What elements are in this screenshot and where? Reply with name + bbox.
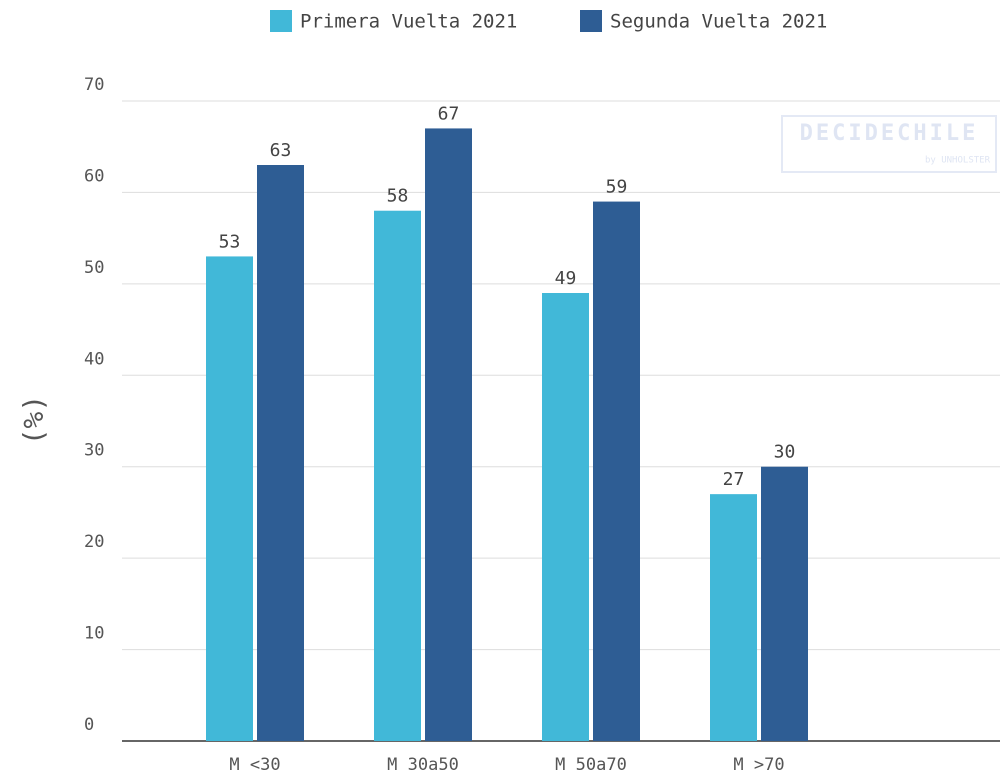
watermark-box (781, 115, 997, 173)
legend-swatch (580, 10, 602, 32)
legend-label: Primera Vuelta 2021 (300, 11, 517, 33)
value-label: 49 (555, 268, 577, 289)
value-label: 58 (387, 186, 409, 207)
y-tick-label: 0 (84, 715, 94, 735)
value-label: 63 (270, 140, 292, 161)
watermark-subtitle: by UNHOLSTER (925, 156, 991, 166)
bar (374, 210, 421, 741)
x-tick-label: M >70 (733, 755, 784, 775)
y-tick-label: 30 (84, 441, 104, 461)
legend-label: Segunda Vuelta 2021 (610, 11, 827, 33)
value-label: 27 (723, 469, 745, 490)
y-axis-label: (%) (17, 395, 50, 446)
y-tick-label: 40 (84, 349, 104, 369)
y-tick-label: 70 (84, 75, 104, 95)
y-tick-label: 20 (84, 532, 104, 552)
legend-swatch (270, 10, 292, 32)
value-label: 67 (438, 103, 460, 124)
bar (710, 494, 757, 741)
bar (257, 165, 304, 741)
watermark-title: DECIDECHILE (800, 121, 979, 146)
y-tick-label: 10 (84, 624, 104, 644)
bar (425, 128, 472, 741)
bar (206, 256, 253, 741)
value-label: 30 (774, 442, 796, 463)
bar (542, 293, 589, 741)
x-tick-label: M <30 (229, 755, 280, 775)
y-tick-label: 60 (84, 166, 104, 186)
bar (761, 466, 808, 741)
value-label: 53 (219, 231, 241, 252)
x-tick-label: M 50a70 (555, 755, 627, 775)
bar (593, 201, 640, 742)
value-label: 59 (606, 177, 628, 198)
x-tick-label: M 30a50 (387, 755, 459, 775)
y-tick-label: 50 (84, 258, 104, 278)
